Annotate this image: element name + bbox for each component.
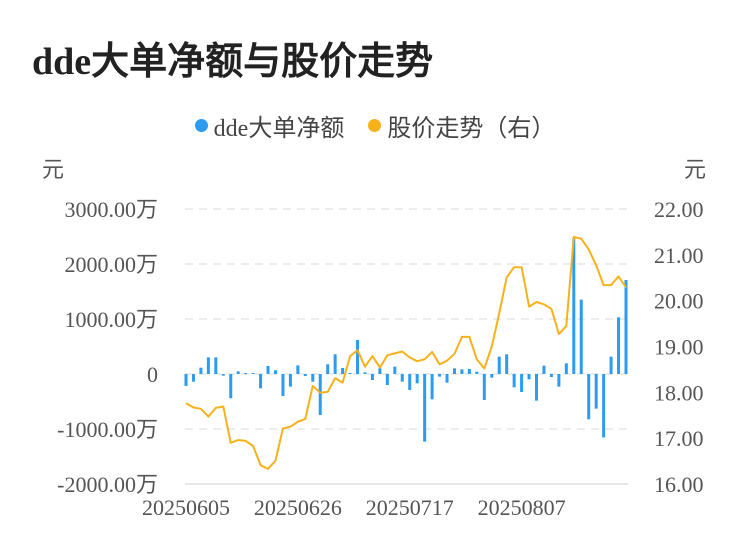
dde-bar bbox=[296, 365, 300, 374]
dde-bar bbox=[311, 374, 315, 382]
dde-bar bbox=[482, 374, 486, 401]
dde-bar bbox=[326, 364, 330, 374]
dde-bar bbox=[490, 374, 494, 378]
dde-bar bbox=[333, 354, 337, 374]
y-right-tick-label: 22.00 bbox=[654, 197, 704, 222]
legend-label: 股价走势（右） bbox=[387, 116, 556, 142]
dde-bar bbox=[273, 370, 277, 374]
dde-bar bbox=[266, 366, 270, 374]
dde-bar bbox=[393, 366, 397, 374]
y-left-unit: 元 bbox=[42, 157, 64, 182]
x-tick-label: 20250717 bbox=[366, 495, 454, 520]
dde-bar bbox=[363, 372, 367, 374]
dde-bar bbox=[535, 374, 539, 401]
dde-bar bbox=[557, 374, 561, 387]
dde-bar bbox=[378, 368, 382, 374]
dde-bar bbox=[475, 371, 479, 374]
dde-bar bbox=[594, 374, 598, 409]
dde-bar bbox=[288, 374, 292, 387]
x-tick-label: 20250626 bbox=[254, 495, 342, 520]
chart-title: dde大单净额与股价走势 bbox=[32, 41, 434, 83]
dde-bar bbox=[341, 368, 345, 374]
dde-bar bbox=[467, 368, 471, 374]
dde-bar bbox=[356, 340, 360, 374]
dde-bar bbox=[221, 374, 225, 376]
dde-bar bbox=[370, 374, 374, 380]
y-right-tick-label: 16.00 bbox=[654, 472, 704, 497]
legend-item-dde[interactable]: dde大单净额 bbox=[194, 108, 345, 143]
dde-bar bbox=[236, 371, 240, 374]
y-left-tick-label: 2000.00万 bbox=[64, 252, 158, 277]
legend-label: dde大单净额 bbox=[213, 116, 345, 142]
dde-bar bbox=[415, 374, 419, 384]
x-tick-label: 20250605 bbox=[142, 495, 230, 520]
dde-bar bbox=[214, 357, 218, 374]
y-left-tick-label: 1000.00万 bbox=[64, 307, 158, 332]
dde-bar bbox=[564, 363, 568, 374]
y-left-tick-label: 3000.00万 bbox=[64, 197, 158, 222]
dde-bar bbox=[385, 374, 389, 385]
dde-bar bbox=[423, 374, 427, 442]
dde-bar bbox=[587, 374, 591, 420]
dde-bar bbox=[445, 374, 449, 383]
dde-bar bbox=[512, 374, 516, 388]
y-right-unit: 元 bbox=[684, 157, 706, 182]
dde-bar bbox=[184, 374, 188, 386]
dde-bar bbox=[617, 317, 621, 374]
legend-item-price[interactable]: 股价走势（右） bbox=[368, 108, 555, 143]
dde-bar bbox=[460, 369, 464, 374]
legend: dde大单净额 股价走势（右） bbox=[0, 108, 750, 143]
dde-bar bbox=[430, 374, 434, 400]
dde-bar bbox=[244, 373, 248, 375]
y-right-tick-label: 19.00 bbox=[654, 335, 704, 360]
dde-bar bbox=[527, 374, 531, 380]
dde-bar bbox=[579, 299, 583, 374]
price-line bbox=[185, 236, 627, 470]
dde-bar bbox=[229, 374, 233, 399]
y-right-tick-label: 20.00 bbox=[654, 289, 704, 314]
dde-bar bbox=[348, 373, 352, 375]
dde-bar bbox=[497, 356, 501, 374]
dde-bar bbox=[281, 374, 285, 396]
dde-bar bbox=[549, 374, 553, 378]
dde-bar bbox=[602, 374, 606, 438]
y-right-tick-label: 21.00 bbox=[654, 243, 704, 268]
dde-bar bbox=[609, 356, 613, 374]
dde-bar bbox=[191, 374, 195, 382]
legend-dot-icon bbox=[368, 119, 382, 132]
dde-bar bbox=[206, 357, 210, 374]
dde-bar bbox=[505, 354, 509, 374]
dde-bar bbox=[452, 368, 456, 374]
dde-bar bbox=[408, 374, 412, 390]
dde-bar bbox=[520, 374, 524, 392]
dde-bar bbox=[572, 238, 576, 374]
x-tick-label: 20250807 bbox=[478, 495, 566, 520]
y-left-tick-label: 0 bbox=[147, 362, 158, 387]
dde-bar bbox=[318, 374, 322, 415]
dde-bar bbox=[251, 373, 255, 375]
dde-bar bbox=[542, 365, 546, 374]
y-right-tick-label: 18.00 bbox=[654, 380, 704, 405]
dde-bar bbox=[624, 280, 628, 374]
dde-bar bbox=[199, 367, 203, 374]
dde-bar bbox=[303, 374, 307, 376]
y-left-tick-label: -1000.00万 bbox=[57, 417, 158, 442]
legend-dot-icon bbox=[194, 119, 208, 132]
dde-bar bbox=[259, 374, 263, 389]
dde-bar bbox=[400, 374, 404, 382]
y-right-tick-label: 17.00 bbox=[654, 426, 704, 451]
dde-bar bbox=[438, 374, 442, 377]
y-left-tick-label: -2000.00万 bbox=[57, 472, 158, 497]
